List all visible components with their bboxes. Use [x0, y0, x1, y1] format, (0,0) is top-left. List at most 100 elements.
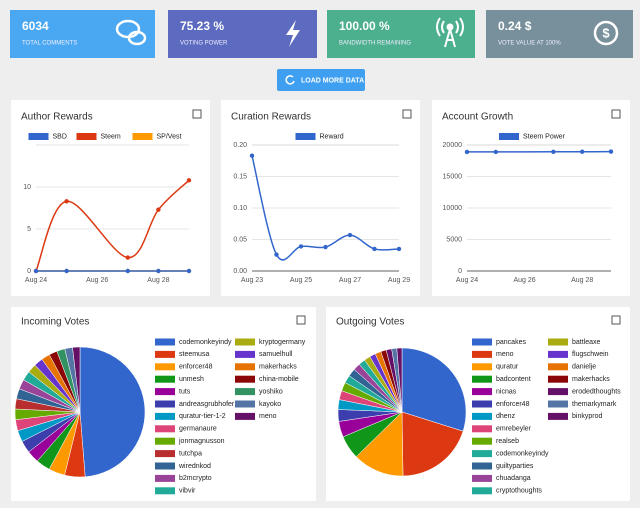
- y-tick-label: 0.15: [233, 173, 247, 180]
- card-value: 0.24 $: [498, 19, 532, 33]
- legend-swatch: [235, 338, 255, 346]
- legend-label: meno: [496, 351, 514, 358]
- panel-title: Account Growth: [442, 112, 513, 123]
- legend-swatch: [235, 363, 255, 371]
- legend-label: themarkymark: [572, 401, 617, 408]
- legend-swatch: [155, 425, 175, 433]
- power-icon: [286, 20, 300, 47]
- data-point: [274, 252, 279, 257]
- x-tick-label: Aug 28: [571, 277, 593, 284]
- data-point: [125, 255, 130, 260]
- refresh-icon: [285, 75, 295, 85]
- panel: [11, 100, 210, 296]
- pie-slice: [401, 347, 467, 432]
- legend-swatch: [155, 474, 175, 482]
- pie-slice: [401, 411, 464, 477]
- pie-slice: [396, 347, 403, 413]
- card-value: 75.23 %: [180, 19, 224, 33]
- panel-title: Curation Rewards: [231, 112, 311, 123]
- data-point: [608, 149, 614, 154]
- load-more-button[interactable]: [277, 69, 365, 91]
- data-point: [156, 268, 161, 274]
- legend-swatch: [155, 338, 175, 346]
- legend-swatch: [235, 400, 255, 408]
- legend-label: nicnas: [496, 388, 517, 395]
- legend-swatch: [472, 388, 492, 396]
- card-label: VOTE VALUE AT 100%: [498, 41, 561, 47]
- legend-label: tuts: [179, 388, 191, 395]
- legend-swatch: [155, 375, 175, 383]
- legend-label: codemonkeyindy: [179, 339, 232, 346]
- legend-label: pancakes: [496, 339, 526, 346]
- legend-swatch: [548, 375, 568, 383]
- card-label: VOTING POWER: [180, 41, 228, 47]
- button-label[interactable]: LOAD MORE DATA: [301, 77, 364, 84]
- data-point: [347, 232, 353, 238]
- x-tick-label: Aug 25: [290, 277, 312, 284]
- legend-label: meno: [259, 413, 277, 420]
- y-tick-label: 15000: [443, 173, 463, 180]
- dollar-icon: $: [593, 20, 619, 46]
- y-tick-label: 5: [27, 226, 31, 233]
- card-value: 6034: [22, 19, 49, 33]
- legend-swatch: [472, 474, 492, 482]
- y-tick-label: 0: [27, 268, 31, 275]
- panel: [432, 100, 630, 296]
- y-tick-label: 5000: [446, 236, 462, 243]
- card: [327, 10, 475, 58]
- legend-swatch: [132, 133, 153, 140]
- comments-icon: [115, 19, 147, 46]
- x-tick-label: Aug 27: [339, 277, 361, 284]
- x-tick-label: Aug 23: [241, 277, 263, 284]
- data-point: [186, 178, 192, 183]
- legend-label: vibvir: [179, 488, 196, 495]
- legend-label: andreasgrubhofer: [179, 401, 235, 408]
- panel-title: Author Rewards: [21, 112, 93, 123]
- legend-label: germanaure: [179, 426, 217, 433]
- legend-label: chuadanga: [496, 475, 531, 482]
- legend-label: unmesh: [179, 376, 204, 383]
- x-tick-label: Aug 24: [456, 277, 478, 284]
- legend-label: cryptothoughts: [496, 488, 542, 495]
- data-point: [186, 268, 192, 274]
- legend-swatch: [548, 388, 568, 396]
- legend-label: guiltyparties: [496, 463, 534, 470]
- legend-label: Steem Power: [523, 133, 566, 140]
- legend-swatch: [472, 487, 492, 495]
- legend-label: quratur-tier-1-2: [179, 413, 226, 420]
- x-tick-label: Aug 24: [25, 277, 47, 284]
- legend-swatch: [155, 350, 175, 358]
- card: [486, 10, 633, 58]
- legend-swatch: [472, 338, 492, 346]
- legend-label: erodedthoughts: [572, 388, 621, 395]
- data-point: [298, 244, 304, 249]
- legend-swatch: [155, 437, 175, 445]
- y-tick-label: 10: [23, 184, 31, 191]
- x-tick-label: Aug 28: [147, 277, 169, 284]
- panel-title: Outgoing Votes: [336, 317, 404, 328]
- y-tick-label: 0.05: [233, 236, 247, 243]
- legend-label: codemonkeyindy: [496, 450, 549, 457]
- y-tick-label: 10000: [443, 205, 463, 212]
- legend-swatch: [155, 462, 175, 470]
- legend-label: danielje: [572, 364, 596, 371]
- pie-slice: [79, 346, 146, 478]
- legend-swatch: [76, 133, 97, 140]
- data-point: [372, 246, 377, 252]
- data-point: [249, 153, 255, 158]
- legend-label: jonmagnusson: [178, 438, 225, 445]
- legend-label: b2mcrypto: [179, 475, 212, 482]
- legend-label: tutchpa: [179, 450, 202, 457]
- data-point: [156, 207, 161, 212]
- card-value: 100.00 %: [339, 19, 390, 33]
- legend-swatch: [155, 363, 175, 371]
- legend-swatch: [472, 450, 492, 458]
- legend-label: yoshiko: [259, 388, 283, 395]
- legend-swatch: [472, 425, 492, 433]
- legend-label: enforcer48: [496, 401, 530, 408]
- legend-label: flugschwein: [572, 351, 609, 358]
- y-tick-label: 0.20: [233, 142, 247, 149]
- legend-swatch: [499, 133, 519, 140]
- legend-swatch: [235, 375, 255, 383]
